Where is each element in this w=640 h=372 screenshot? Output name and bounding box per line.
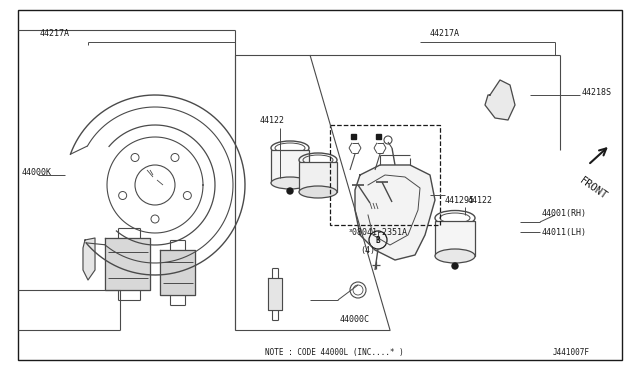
Text: 44122: 44122 (468, 196, 493, 205)
Polygon shape (160, 250, 195, 295)
Bar (351, 134, 356, 139)
Circle shape (287, 188, 293, 194)
Text: 44001(RH): 44001(RH) (542, 209, 587, 218)
Text: NOTE : CODE 44000L (INC....* ): NOTE : CODE 44000L (INC....* ) (265, 348, 404, 357)
Bar (271, 150, 309, 183)
Polygon shape (105, 238, 150, 290)
Polygon shape (355, 165, 435, 260)
Text: 44000K: 44000K (22, 167, 52, 176)
Text: 44217A: 44217A (40, 29, 70, 38)
Text: 441295: 441295 (445, 196, 475, 205)
Bar (299, 162, 337, 192)
Text: 44218S: 44218S (582, 87, 612, 96)
Bar (330, 125, 440, 225)
Text: 44122: 44122 (260, 116, 285, 125)
Ellipse shape (271, 177, 309, 189)
Text: FRONT: FRONT (578, 175, 609, 201)
Circle shape (452, 263, 458, 269)
Polygon shape (268, 278, 282, 310)
Text: 44011(LH): 44011(LH) (542, 228, 587, 237)
Text: 44000C: 44000C (340, 315, 370, 324)
Text: 44217A: 44217A (430, 29, 460, 38)
Bar (376, 134, 381, 139)
Text: J441007F: J441007F (553, 348, 590, 357)
Polygon shape (83, 238, 95, 280)
Polygon shape (485, 80, 515, 120)
Ellipse shape (435, 249, 475, 263)
Text: (4): (4) (360, 246, 375, 255)
Bar (435, 221, 475, 256)
Text: ³08041-2351A: ³08041-2351A (348, 228, 408, 237)
Ellipse shape (299, 186, 337, 198)
Text: B: B (376, 235, 380, 244)
